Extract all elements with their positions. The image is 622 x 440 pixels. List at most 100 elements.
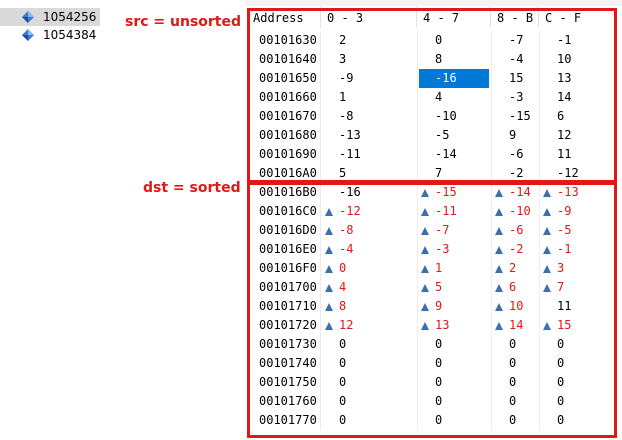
value-cell-col-0-3[interactable]: -12 — [321, 202, 418, 221]
value-cell-col-c-f[interactable]: 0 — [539, 392, 622, 411]
value-cell-col-c-f[interactable]: 7 — [539, 278, 622, 297]
value-cell-col-8-b[interactable]: 0 — [491, 373, 540, 392]
value-cell-col-4-7[interactable]: 9 — [417, 297, 492, 316]
value-cell-col-8-b[interactable]: -2 — [491, 164, 540, 183]
value-cell-col-4-7[interactable]: -15 — [417, 183, 492, 202]
value-cell-col-c-f[interactable]: 3 — [539, 259, 622, 278]
value-cell-col-8-b[interactable]: 0 — [491, 392, 540, 411]
tree-item-1054256[interactable]: 1054256 — [0, 8, 100, 26]
value-cell-col-8-b[interactable]: 14 — [491, 316, 540, 335]
header-col-0-3[interactable]: 0 - 3 — [321, 6, 417, 28]
value-cell-col-8-b[interactable]: 2 — [491, 259, 540, 278]
value-cell-col-0-3[interactable]: 3 — [321, 50, 418, 69]
value-cell-col-0-3[interactable]: 0 — [321, 259, 418, 278]
value-cell-col-8-b[interactable]: -14 — [491, 183, 540, 202]
value-cell-col-0-3[interactable]: -8 — [321, 221, 418, 240]
value-cell-col-0-3[interactable]: -8 — [321, 107, 418, 126]
value-cell-col-c-f[interactable]: -9 — [539, 202, 622, 221]
value-cell-col-8-b[interactable]: -6 — [491, 145, 540, 164]
value-cell-col-4-7[interactable]: -16 — [417, 69, 492, 88]
address-cell: 00101690 — [245, 145, 321, 164]
value-cell-col-0-3[interactable]: -9 — [321, 69, 418, 88]
value-cell-col-c-f[interactable]: 14 — [539, 88, 622, 107]
value-cell-col-4-7[interactable]: -7 — [417, 221, 492, 240]
value-cell-col-0-3[interactable]: 2 — [321, 31, 418, 50]
value-cell-col-0-3[interactable]: 0 — [321, 411, 418, 430]
value-cell-col-4-7[interactable]: 0 — [417, 392, 492, 411]
value-cell-col-c-f[interactable]: 10 — [539, 50, 622, 69]
value-cell-col-c-f[interactable]: 11 — [539, 297, 622, 316]
value-cell-col-4-7[interactable]: 0 — [417, 354, 492, 373]
tree-item-1054384[interactable]: 1054384 — [0, 26, 100, 44]
value-cell-col-8-b[interactable]: 0 — [491, 411, 540, 430]
value-cell-col-0-3[interactable]: -13 — [321, 126, 418, 145]
value-cell-col-c-f[interactable]: 0 — [539, 354, 622, 373]
value-cell-col-c-f[interactable]: -1 — [539, 240, 622, 259]
value-cell-col-c-f[interactable]: 15 — [539, 316, 622, 335]
value-cell-col-8-b[interactable]: 0 — [491, 354, 540, 373]
value-cell-col-c-f[interactable]: 6 — [539, 107, 622, 126]
value-cell-col-8-b[interactable]: -15 — [491, 107, 540, 126]
value-cell-col-4-7[interactable]: 7 — [417, 164, 492, 183]
value-cell-col-0-3[interactable]: -16 — [321, 183, 418, 202]
value-cell-col-4-7[interactable]: 8 — [417, 50, 492, 69]
cell-value: -11 — [339, 147, 361, 161]
value-cell-col-0-3[interactable]: 12 — [321, 316, 418, 335]
value-cell-col-8-b[interactable]: -2 — [491, 240, 540, 259]
value-cell-col-0-3[interactable]: 0 — [321, 354, 418, 373]
value-cell-col-4-7[interactable]: 0 — [417, 373, 492, 392]
value-cell-col-c-f[interactable]: 0 — [539, 335, 622, 354]
cell-value: 14 — [509, 318, 524, 332]
value-cell-col-8-b[interactable]: 9 — [491, 126, 540, 145]
value-cell-col-c-f[interactable]: 11 — [539, 145, 622, 164]
value-cell-col-0-3[interactable]: -4 — [321, 240, 418, 259]
selection-highlight — [419, 69, 489, 88]
value-cell-col-4-7[interactable]: 0 — [417, 411, 492, 430]
value-cell-col-0-3[interactable]: -11 — [321, 145, 418, 164]
value-cell-col-c-f[interactable]: 0 — [539, 373, 622, 392]
value-cell-col-8-b[interactable]: -6 — [491, 221, 540, 240]
value-cell-col-4-7[interactable]: 1 — [417, 259, 492, 278]
value-cell-col-8-b[interactable]: -3 — [491, 88, 540, 107]
value-cell-col-4-7[interactable]: 4 — [417, 88, 492, 107]
value-cell-col-8-b[interactable]: -10 — [491, 202, 540, 221]
value-cell-col-0-3[interactable]: 1 — [321, 88, 418, 107]
value-cell-col-c-f[interactable]: -12 — [539, 164, 622, 183]
cell-value: 0 — [557, 356, 565, 370]
header-col-c-f[interactable]: C - F — [545, 11, 582, 25]
value-cell-col-0-3[interactable]: 4 — [321, 278, 418, 297]
value-cell-col-4-7[interactable]: -14 — [417, 145, 492, 164]
value-cell-col-4-7[interactable]: -5 — [417, 126, 492, 145]
value-cell-col-c-f[interactable]: 0 — [539, 411, 622, 430]
cell-value: 0 — [339, 337, 347, 351]
value-cell-col-8-b[interactable]: 0 — [491, 335, 540, 354]
value-cell-col-c-f[interactable]: -5 — [539, 221, 622, 240]
value-cell-col-4-7[interactable]: 0 — [417, 335, 492, 354]
value-cell-col-8-b[interactable]: 10 — [491, 297, 540, 316]
value-cell-col-0-3[interactable]: 0 — [321, 335, 418, 354]
value-cell-col-8-b[interactable]: -7 — [491, 31, 540, 50]
value-cell-col-c-f[interactable]: -13 — [539, 183, 622, 202]
value-cell-col-4-7[interactable]: 5 — [417, 278, 492, 297]
value-cell-col-4-7[interactable]: 13 — [417, 316, 492, 335]
memory-grid[interactable]: Address 0 - 3 4 - 7 8 - B C - F 00101630… — [245, 6, 622, 440]
value-cell-col-0-3[interactable]: 8 — [321, 297, 418, 316]
header-col-8-b[interactable]: 8 - B — [491, 6, 539, 28]
value-cell-col-c-f[interactable]: 12 — [539, 126, 622, 145]
value-cell-col-8-b[interactable]: 6 — [491, 278, 540, 297]
value-cell-col-4-7[interactable]: -10 — [417, 107, 492, 126]
header-col-4-7[interactable]: 4 - 7 — [417, 6, 491, 28]
value-cell-col-4-7[interactable]: -3 — [417, 240, 492, 259]
header-address[interactable]: Address — [245, 6, 321, 28]
value-cell-col-4-7[interactable]: 0 — [417, 31, 492, 50]
value-cell-col-8-b[interactable]: -4 — [491, 50, 540, 69]
address-cell: 001016C0 — [245, 202, 321, 221]
value-cell-col-8-b[interactable]: 15 — [491, 69, 540, 88]
value-cell-col-0-3[interactable]: 0 — [321, 392, 418, 411]
cell-value: 6 — [509, 280, 517, 294]
value-cell-col-0-3[interactable]: 5 — [321, 164, 418, 183]
value-cell-col-c-f[interactable]: 13 — [539, 69, 622, 88]
value-cell-col-4-7[interactable]: -11 — [417, 202, 492, 221]
value-cell-col-c-f[interactable]: -1 — [539, 31, 622, 50]
value-cell-col-0-3[interactable]: 0 — [321, 373, 418, 392]
